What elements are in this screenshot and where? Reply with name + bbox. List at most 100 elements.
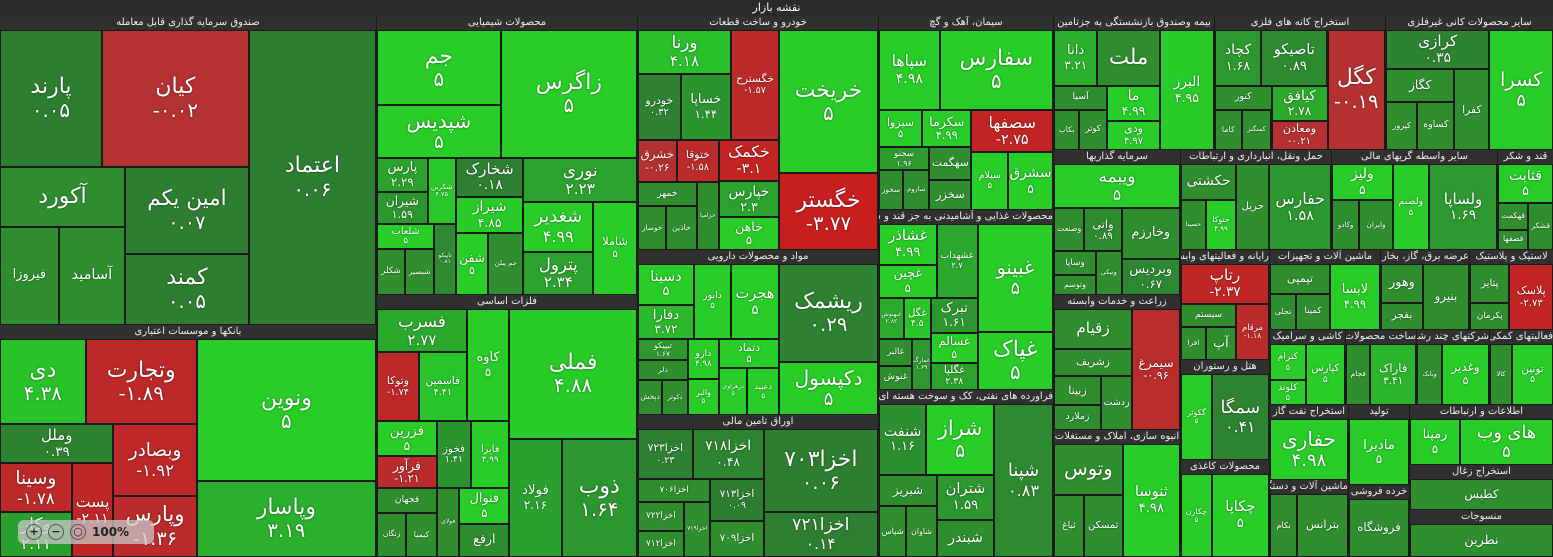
stock-tile[interactable]: حسینا [1181,199,1206,250]
stock-tile[interactable]: کلوند ۵ [1270,380,1306,405]
stock-tile[interactable]: ونیکی [1095,251,1122,295]
stock-tile[interactable]: دابور ۵ [693,264,731,340]
stock-tile[interactable]: غگلپا ۲.۳۸ [930,363,978,390]
stock-tile[interactable]: زدشت [1101,376,1133,430]
stock-tile[interactable]: ارفع [459,523,510,557]
stock-tile[interactable]: زملارد [1054,405,1101,430]
stock-tile[interactable]: وتوسم [1054,274,1096,295]
stock-tile[interactable]: غپاک ۵ [977,332,1053,390]
stock-tile[interactable]: تاپیکو ۰.۸۱ [434,223,456,295]
stock-tile[interactable]: وتوکا -۱.۷۴ [377,352,419,422]
stock-tile[interactable]: حفارس ۱.۵۸ [1269,164,1331,250]
stock-tile[interactable]: دکپسول ۵ [778,362,878,415]
stock-tile[interactable]: خودرو ۰.۳۲ [638,73,681,140]
stock-tile[interactable]: زقیام [1054,309,1133,349]
stock-tile[interactable]: غچین ۵ [879,264,937,298]
stock-tile[interactable]: فجام [1346,344,1371,405]
stock-tile[interactable]: پلاسک -۲.۷۳ [1509,264,1553,330]
stock-tile[interactable]: اخزا۷۲۲ [638,501,684,531]
stock-tile[interactable]: تجلی [1270,293,1297,330]
stock-tile[interactable]: سیمرغ -۰.۹۶ [1132,309,1180,430]
stock-tile[interactable]: های وب ۵ [1459,419,1553,465]
stock-tile[interactable]: غبهنوش ۲.۸۲ [879,297,904,340]
stock-tile[interactable]: ولیز ۵ [1332,164,1393,200]
stock-tile[interactable]: شتران ۱.۵۹ [936,474,995,521]
stock-tile[interactable]: فخوز ۱.۴۱ [436,421,472,489]
stock-tile[interactable]: سخوز [879,169,904,210]
stock-tile[interactable]: وساپا [1054,251,1096,275]
stock-tile[interactable]: وخارزم [1121,208,1180,260]
stock-tile[interactable]: شغدیر ۴.۹۹ [523,201,594,252]
stock-tile[interactable]: حتوکا ۴.۹۹ [1205,199,1237,250]
stock-tile[interactable]: حکشتی [1181,164,1237,200]
stock-tile[interactable]: شکلر [377,248,405,295]
stock-tile[interactable]: سصفها -۲.۷۵ [971,110,1053,152]
stock-tile[interactable]: پکرمان [1470,302,1510,330]
stock-tile[interactable]: فاسمین ۴.۴۱ [418,352,467,422]
stock-tile[interactable]: سشرق ۵ [1008,151,1053,210]
stock-tile[interactable]: وصنعت [1054,208,1085,252]
stock-tile[interactable]: کیمیا [406,512,437,557]
stock-tile[interactable]: نطرین [1410,524,1553,557]
stock-tile[interactable]: فنوال ۵ [459,488,510,524]
stock-tile[interactable]: وهور [1381,264,1423,303]
stock-tile[interactable]: فولای [436,488,460,557]
stock-tile[interactable]: آسیا [1054,85,1108,110]
stock-tile[interactable]: بترانس [1297,494,1348,557]
stock-tile[interactable]: قشکر [1528,203,1553,250]
stock-tile[interactable]: دفارا ۳.۷۲ [638,304,694,340]
stock-tile[interactable]: وتوس [1054,444,1123,495]
stock-tile[interactable]: تبرک ۱.۶۱ [930,297,978,333]
stock-tile[interactable]: اعتماد ۰.۰۶ [248,30,376,325]
stock-tile[interactable]: غبینو ۵ [977,224,1053,333]
stock-tile[interactable]: دزهراوی ۵ [718,367,748,415]
stock-tile[interactable]: دارو ۴.۹۸ [687,339,719,379]
stock-tile[interactable]: شبریز [879,474,937,507]
stock-tile[interactable]: شیراز ۴.۸۵ [455,197,524,233]
stock-tile[interactable]: غگل ۴.۵ [903,297,931,340]
stock-tile[interactable]: کنور [1215,85,1272,110]
stock-tile[interactable]: وبانک [1417,344,1443,405]
stock-tile[interactable]: غسالم ۵ [930,332,978,364]
stock-tile[interactable]: ثباغ [1054,494,1084,557]
stock-tile[interactable]: قهکمت [1498,203,1529,230]
stock-tile[interactable]: فسرب ۲.۷۷ [377,309,467,353]
stock-tile[interactable]: کساوه [1417,101,1455,150]
stock-tile[interactable]: بکام [1270,494,1298,557]
stock-tile[interactable]: آپ [1205,327,1236,360]
stock-tile[interactable]: دعبید ۵ [747,367,779,415]
stock-tile[interactable]: خاذین [666,206,697,250]
stock-tile[interactable]: البرز ۴.۹۵ [1159,30,1214,150]
stock-tile[interactable]: رتاپ -۲.۳۷ [1181,264,1269,304]
stock-tile[interactable]: پتایر [1470,264,1510,303]
stock-tile[interactable]: شاوان [906,506,937,557]
stock-tile[interactable]: خگستر -۳.۷۷ [778,173,878,250]
stock-tile[interactable]: اخزا۷۱۸ ۰.۴۸ [692,429,764,480]
stock-tile[interactable]: افرا [1181,327,1206,360]
stock-tile[interactable]: سکرما ۴.۹۹ [922,110,972,147]
stock-tile[interactable]: بفجر [1381,302,1423,330]
zoom-control[interactable]: + − ○ 100% [18,520,154,544]
stock-tile[interactable]: ولساپا ۱.۶۹ [1429,164,1497,250]
stock-tile[interactable]: ورنا ۴.۱۸ [638,30,732,74]
stock-tile[interactable]: غالبر [879,339,913,366]
stock-tile[interactable]: فاراک ۳.۴۱ [1370,344,1416,405]
stock-tile[interactable]: خکمک -۳.۱ [718,139,779,181]
stock-tile[interactable]: کیان -۰.۰۲ [101,30,249,167]
stock-tile[interactable]: چکارن ۵ [1181,474,1212,557]
stock-tile[interactable]: کسرا ۵ [1489,30,1553,150]
stock-tile[interactable]: شکربن ۴.۷۵ [427,157,456,224]
stock-tile[interactable]: بنیرو [1422,264,1469,330]
stock-tile[interactable]: بکاب [1054,110,1079,150]
stock-tile[interactable]: زنگان [377,512,407,557]
stock-tile[interactable]: شاملا ۵ [593,201,637,295]
stock-tile[interactable]: والبر ۵ [687,378,719,415]
stock-tile[interactable]: کالا [1490,344,1512,405]
stock-tile[interactable]: غنوش [879,365,913,390]
stock-tile[interactable]: شراز ۵ [926,404,995,475]
stock-tile[interactable]: ریشمک ۰.۲۹ [778,264,878,363]
stock-tile[interactable]: امین یکم ۰.۰۷ [124,166,249,254]
stock-tile[interactable]: وسینا -۱.۷۸ [0,463,72,513]
stock-tile[interactable]: سیلام ۵ [971,151,1009,210]
stock-tile[interactable]: کیافق ۲.۷۸ [1271,85,1328,122]
